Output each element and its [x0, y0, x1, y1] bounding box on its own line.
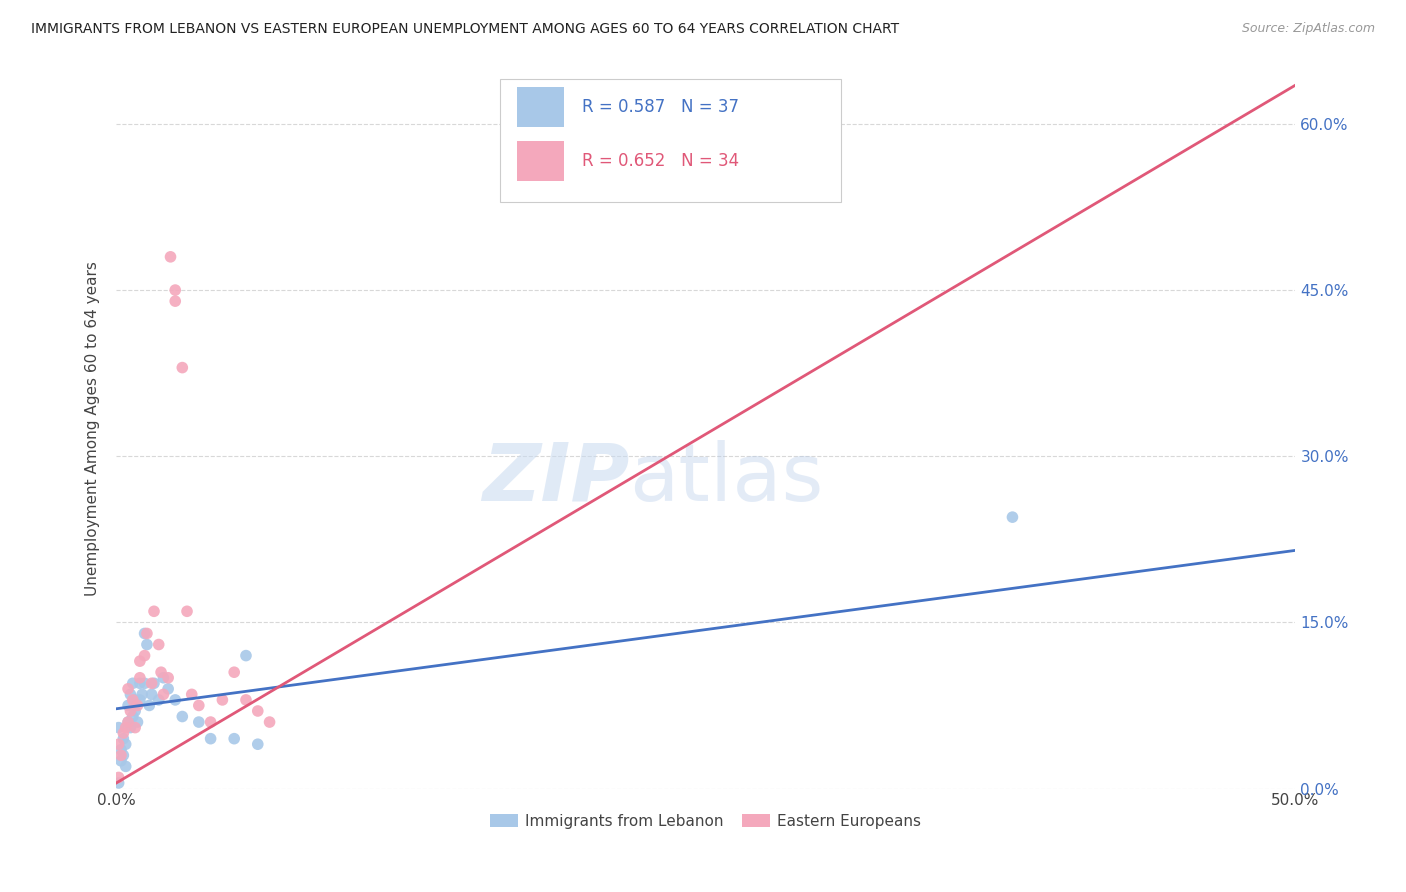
Point [114, 759, 136, 773]
Point [128, 693, 150, 707]
Point [112, 726, 135, 740]
Point [117, 714, 139, 729]
Point [159, 250, 181, 264]
Point [128, 654, 150, 668]
Point [107, 771, 129, 785]
Point [148, 638, 170, 652]
Point [114, 737, 136, 751]
Point [200, 731, 222, 746]
Point [165, 693, 187, 707]
FancyBboxPatch shape [499, 79, 841, 202]
Point [107, 721, 129, 735]
Point [187, 714, 209, 729]
Y-axis label: Unemployment Among Ages 60 to 64 years: Unemployment Among Ages 60 to 64 years [86, 261, 100, 596]
Point [187, 698, 209, 713]
Point [200, 714, 222, 729]
Point [107, 737, 129, 751]
Point [165, 283, 187, 297]
Point [117, 714, 139, 729]
Text: R = 0.652   N = 34: R = 0.652 N = 34 [582, 152, 740, 170]
Point [224, 665, 246, 680]
Point [121, 693, 143, 707]
Point [246, 737, 269, 751]
Point [136, 638, 159, 652]
Point [134, 626, 156, 640]
Point [172, 709, 194, 723]
Point [110, 748, 132, 763]
Point [235, 648, 257, 663]
Point [134, 648, 156, 663]
Point [152, 687, 174, 701]
Point [124, 704, 146, 718]
Point [120, 704, 142, 718]
Point [141, 687, 163, 701]
Text: atlas: atlas [630, 440, 824, 518]
Point [136, 626, 159, 640]
Point [110, 743, 132, 757]
Point [165, 294, 187, 309]
Point [143, 604, 166, 618]
Point [157, 681, 180, 696]
Point [211, 693, 233, 707]
Point [114, 721, 136, 735]
Point [117, 681, 139, 696]
Point [112, 731, 135, 746]
Point [180, 687, 202, 701]
FancyBboxPatch shape [517, 141, 564, 181]
Point [157, 671, 180, 685]
Point [107, 776, 129, 790]
Point [112, 748, 135, 763]
Text: IMMIGRANTS FROM LEBANON VS EASTERN EUROPEAN UNEMPLOYMENT AMONG AGES 60 TO 64 YEA: IMMIGRANTS FROM LEBANON VS EASTERN EUROP… [31, 22, 898, 37]
Point [150, 665, 173, 680]
Point [117, 698, 139, 713]
Point [138, 698, 160, 713]
Point [128, 671, 150, 685]
Point [124, 721, 146, 735]
Point [246, 704, 269, 718]
Text: Source: ZipAtlas.com: Source: ZipAtlas.com [1241, 22, 1375, 36]
Point [110, 754, 132, 768]
Point [121, 709, 143, 723]
Point [120, 687, 142, 701]
Point [141, 676, 163, 690]
Point [259, 714, 281, 729]
Point [1001, 510, 1024, 524]
FancyBboxPatch shape [517, 87, 564, 127]
Point [127, 698, 149, 713]
Point [152, 671, 174, 685]
Legend: Immigrants from Lebanon, Eastern Europeans: Immigrants from Lebanon, Eastern Europea… [484, 807, 928, 835]
Text: ZIP: ZIP [482, 440, 630, 518]
Point [121, 676, 143, 690]
Point [235, 693, 257, 707]
Text: R = 0.587   N = 37: R = 0.587 N = 37 [582, 98, 740, 116]
Point [128, 676, 150, 690]
Point [131, 687, 153, 701]
Point [134, 676, 156, 690]
Point [143, 676, 166, 690]
Point [127, 714, 149, 729]
Point [124, 693, 146, 707]
Point [148, 693, 170, 707]
Point [172, 360, 194, 375]
Point [120, 721, 142, 735]
Point [176, 604, 198, 618]
Point [224, 731, 246, 746]
